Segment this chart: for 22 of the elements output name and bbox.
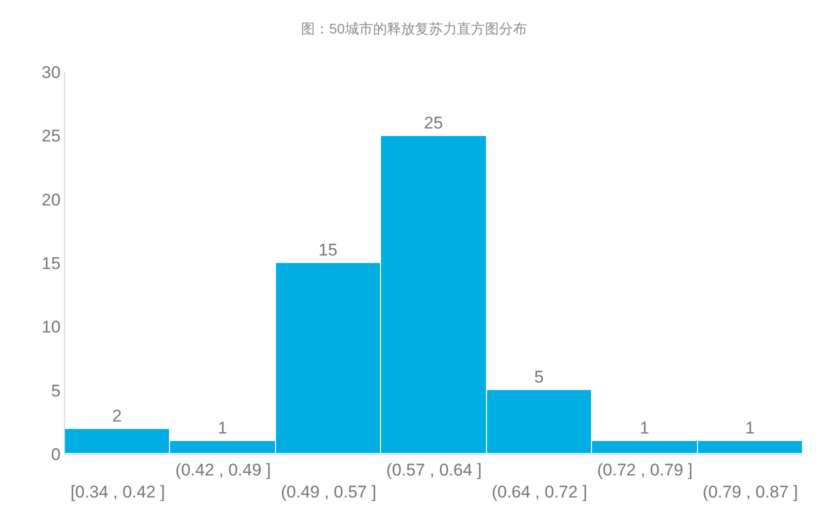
x-tick-label: [0.34 , 0.42 ] [70, 482, 165, 502]
y-tick-label: 10 [42, 318, 61, 337]
y-tick-label: 30 [42, 62, 61, 82]
x-tick-label: (0.42 , 0.49 ] [175, 460, 271, 480]
y-tick-label: 0 [51, 444, 61, 464]
x-tick-label: (0.72 , 0.79 ] [597, 460, 693, 480]
x-tick-label: (0.79 , 0.87 ] [702, 482, 798, 502]
data-label: 5 [534, 368, 544, 386]
data-label: 1 [218, 418, 228, 438]
x-tick-label: (0.49 , 0.57 ] [280, 482, 376, 502]
y-tick-label: 20 [42, 190, 61, 210]
x-tick-label: (0.57 , 0.64 ] [386, 460, 482, 480]
y-tick-label: 15 [42, 254, 61, 273]
data-label: 1 [745, 418, 755, 438]
y-tick-label: 25 [42, 126, 61, 146]
data-label: 2 [112, 406, 122, 426]
data-label: 1 [640, 418, 650, 438]
chart-title: 图：50城市的释放复苏力直方图分布 [301, 20, 527, 37]
x-tick-label: (0.64 , 0.72 ] [492, 482, 588, 502]
y-tick-label: 5 [51, 381, 61, 400]
data-label: 15 [318, 240, 338, 260]
data-label: 25 [424, 114, 443, 132]
